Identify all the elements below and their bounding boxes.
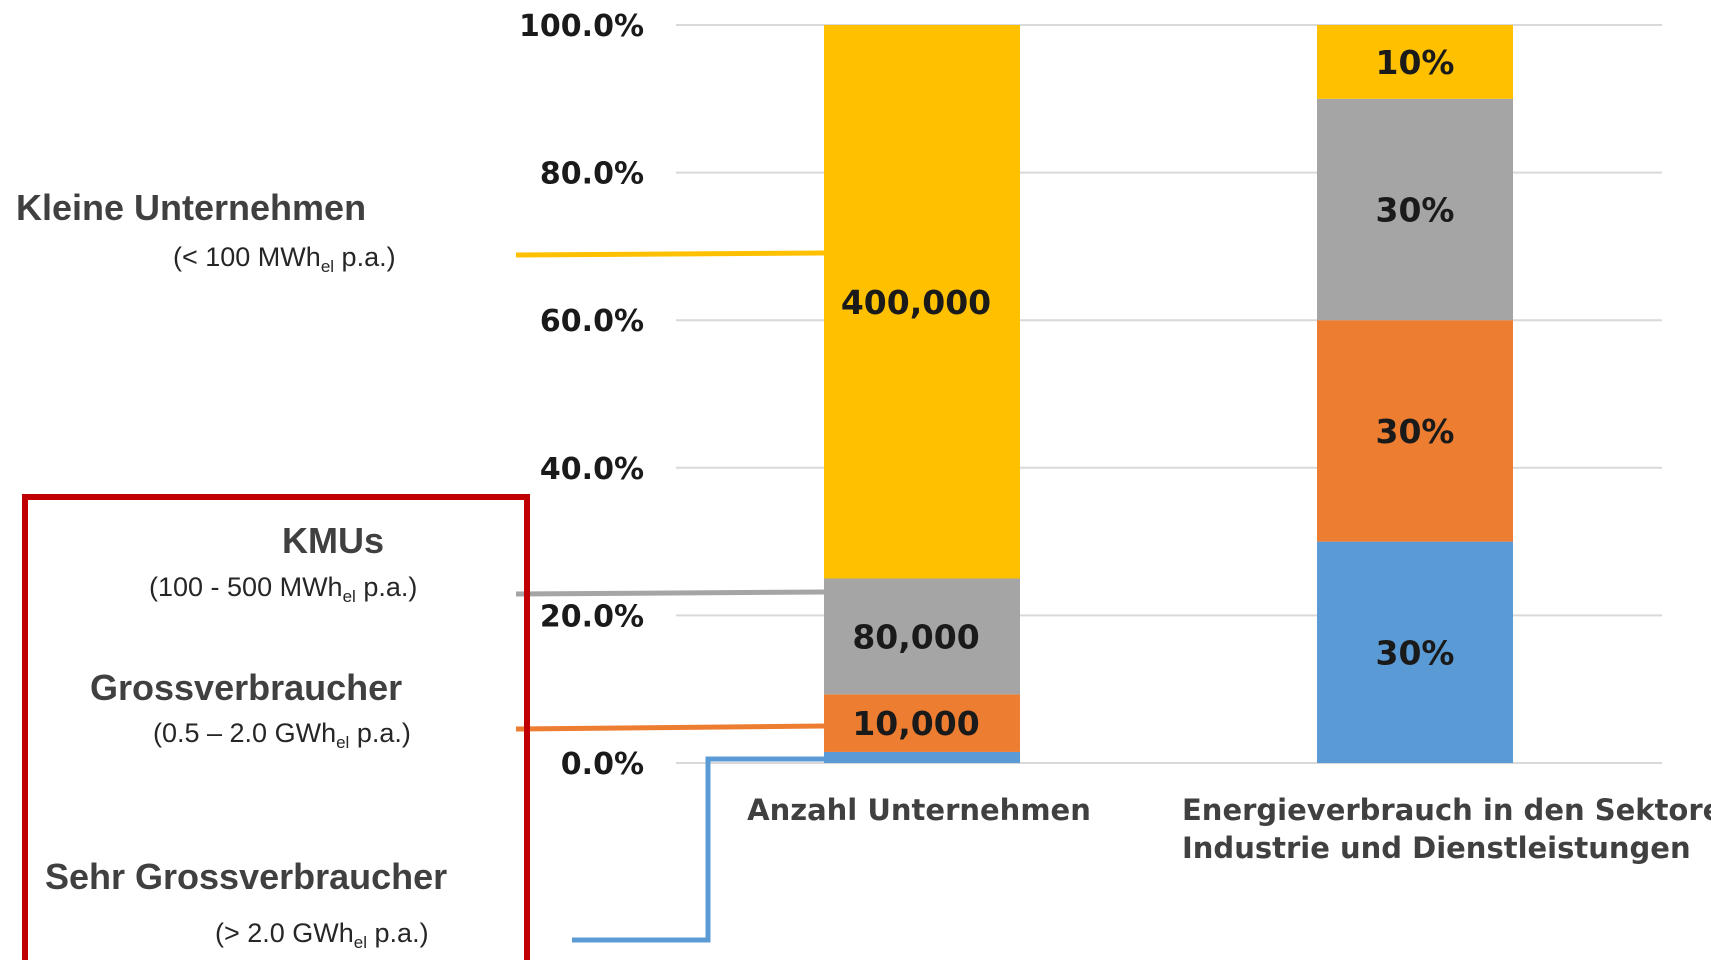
bar-segment — [1317, 320, 1513, 542]
bar-segments — [824, 25, 1513, 763]
connector-line — [515, 723, 825, 732]
consumer-class-labels: Kleine Unternehmen (< 100 MWhel p.a.) KMUs… — [16, 187, 447, 952]
connector-line — [515, 250, 825, 258]
highlight-box — [22, 494, 530, 960]
class-range: (> 2.0 GWhel p.a.) — [215, 918, 429, 952]
y-tick-label: 0.0% — [561, 747, 644, 782]
grid-lines — [676, 24, 1662, 764]
legend-connector-lines — [515, 250, 825, 943]
y-tick-label: 100.0% — [519, 9, 644, 44]
y-axis-tick-labels: 0.0% 20.0% 40.0% 60.0% 80.0% 100.0% — [519, 9, 644, 782]
x-category-label: Energieverbrauch in den Sektoren Industri… — [1182, 793, 1711, 865]
y-tick-label: 40.0% — [540, 452, 644, 487]
class-range: (100 - 500 MWhel p.a.) — [149, 572, 417, 606]
class-name: KMUs — [282, 520, 384, 561]
data-label: 10,000 — [852, 704, 979, 743]
data-label: 80,000 — [852, 617, 979, 656]
data-label: 10% — [1376, 43, 1455, 82]
class-name: Grossverbraucher — [90, 667, 402, 708]
data-label: 30% — [1376, 412, 1455, 451]
bar-segment — [1317, 25, 1513, 99]
class-name: Sehr Grossverbraucher — [45, 856, 447, 897]
x-category-label: Anzahl Unternehmen — [747, 793, 1091, 827]
class-range: (< 100 MWhel p.a.) — [173, 242, 396, 276]
class-name: Kleine Unternehmen — [16, 187, 366, 228]
y-tick-label: 80.0% — [540, 157, 644, 192]
data-label: 30% — [1376, 633, 1455, 672]
bar-segment — [824, 694, 1020, 752]
connector-line — [572, 756, 824, 943]
class-range: (0.5 – 2.0 GWhel p.a.) — [153, 718, 411, 752]
data-label: 400,000 — [841, 283, 991, 322]
bar-segment — [1317, 98, 1513, 321]
y-tick-label: 60.0% — [540, 304, 644, 339]
bar-segment — [1317, 541, 1513, 763]
connector-line — [515, 589, 825, 597]
bar-segment — [824, 578, 1020, 695]
data-label: 30% — [1376, 191, 1455, 230]
y-tick-label: 20.0% — [540, 599, 644, 634]
x-axis-category-labels: Anzahl Unternehmen Energieverbrauch in de… — [747, 793, 1711, 865]
bar-segment — [824, 25, 1020, 579]
bar-segment — [824, 751, 1020, 763]
bar-segment-labels: 10,000 80,000 400,000 30% 30% 30% 10% — [841, 43, 1455, 743]
